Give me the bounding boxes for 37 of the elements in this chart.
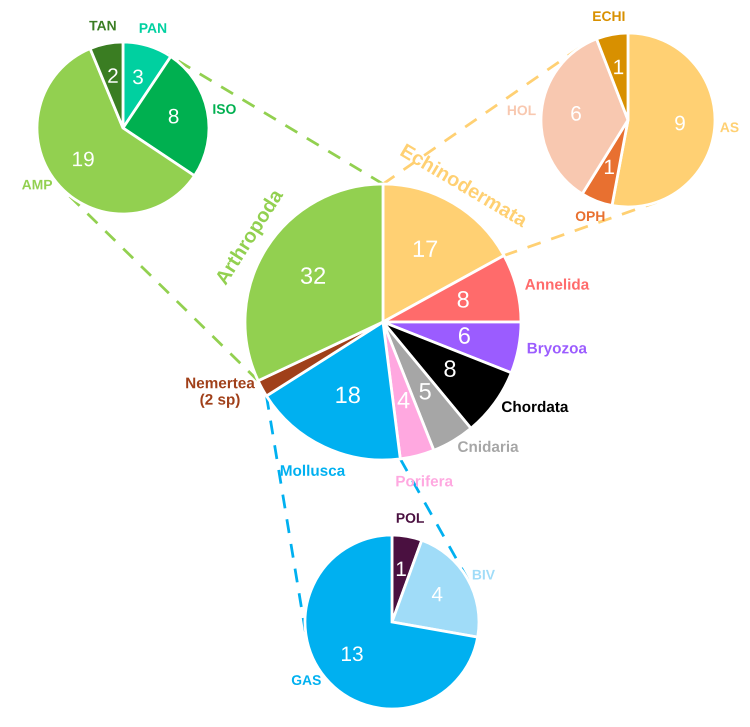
slice-label: HOL [508, 105, 536, 116]
slice-label: ECHI [593, 11, 624, 22]
data-label: 6 [458, 327, 470, 344]
slice-label: TAN [89, 20, 116, 30]
slice-label: Porifera [396, 475, 454, 486]
slice-label: POL [396, 513, 424, 523]
data-label: 1 [396, 562, 406, 576]
slice-label: Chordata [502, 400, 568, 412]
data-label: 32 [300, 267, 326, 284]
slice-label: Annelida [525, 278, 590, 290]
data-label: 9 [675, 116, 685, 130]
data-label: 5 [420, 383, 431, 400]
slice-label: OPH [576, 211, 604, 222]
data-label: 3 [132, 69, 143, 84]
data-label: 13 [342, 646, 363, 662]
slice-label: AS [720, 122, 739, 132]
data-label: 1 [614, 60, 624, 74]
data-label: 4 [398, 392, 410, 408]
data-label: 8 [458, 291, 469, 308]
slice-label: Nemertea (2 sp) [186, 378, 255, 408]
data-label: 19 [73, 152, 94, 166]
data-label: 1 [604, 160, 614, 174]
data-label: 8 [168, 108, 178, 124]
data-label: 18 [336, 386, 360, 404]
data-label: 2 [108, 68, 118, 83]
slice-label: BIV [472, 570, 495, 580]
slice-label: ISO [213, 104, 236, 114]
slice-label: GAS [292, 675, 321, 686]
data-label: 8 [444, 360, 456, 378]
slice-label: Mollusca [280, 464, 346, 476]
slice-label: PAN [140, 23, 166, 33]
data-label: 6 [571, 106, 581, 121]
slice-label: Bryozoa [528, 342, 588, 357]
slice-label: Cnidaria [458, 440, 519, 452]
data-label: 17 [414, 240, 438, 257]
slice-label: AMP [22, 180, 52, 190]
data-label: 4 [432, 586, 442, 602]
